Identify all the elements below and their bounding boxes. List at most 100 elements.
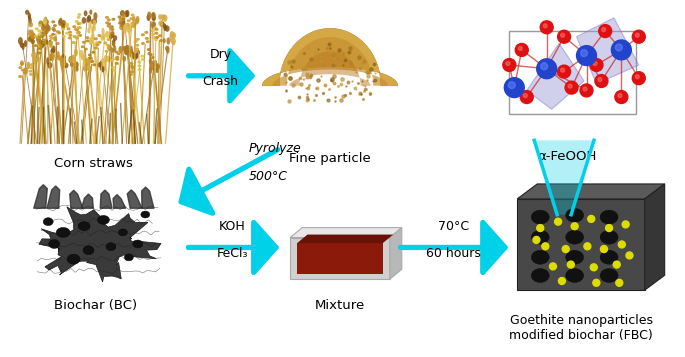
Ellipse shape	[97, 34, 101, 37]
Polygon shape	[47, 186, 60, 208]
Ellipse shape	[163, 24, 166, 31]
Ellipse shape	[44, 22, 49, 29]
Ellipse shape	[31, 31, 34, 39]
Ellipse shape	[81, 45, 85, 48]
Ellipse shape	[124, 23, 128, 29]
Polygon shape	[34, 185, 47, 208]
Ellipse shape	[101, 58, 105, 63]
Ellipse shape	[36, 57, 40, 62]
Ellipse shape	[131, 25, 135, 28]
Ellipse shape	[58, 19, 62, 26]
Circle shape	[593, 61, 597, 65]
Ellipse shape	[86, 16, 91, 23]
Circle shape	[523, 94, 527, 97]
Text: Pyrolyze: Pyrolyze	[249, 142, 301, 155]
Ellipse shape	[158, 21, 163, 26]
Ellipse shape	[23, 68, 27, 74]
Text: 70°C: 70°C	[438, 220, 469, 232]
Ellipse shape	[85, 59, 90, 64]
Ellipse shape	[36, 39, 40, 42]
Ellipse shape	[36, 35, 40, 42]
Ellipse shape	[75, 29, 79, 31]
Ellipse shape	[49, 41, 53, 44]
Ellipse shape	[120, 24, 123, 27]
Text: KOH: KOH	[219, 220, 246, 232]
Circle shape	[504, 78, 524, 97]
Ellipse shape	[29, 30, 34, 35]
Ellipse shape	[600, 268, 618, 282]
Ellipse shape	[129, 51, 134, 58]
Circle shape	[632, 30, 645, 43]
Ellipse shape	[29, 34, 34, 42]
Ellipse shape	[22, 43, 25, 50]
Ellipse shape	[25, 67, 28, 74]
Ellipse shape	[91, 33, 95, 40]
Ellipse shape	[52, 29, 56, 32]
Ellipse shape	[114, 51, 119, 54]
Ellipse shape	[24, 40, 27, 47]
Ellipse shape	[95, 41, 98, 47]
Ellipse shape	[136, 16, 140, 23]
Ellipse shape	[77, 22, 81, 25]
Ellipse shape	[84, 10, 88, 16]
Circle shape	[540, 63, 548, 70]
Ellipse shape	[68, 34, 73, 37]
Ellipse shape	[125, 254, 134, 261]
Ellipse shape	[129, 49, 134, 56]
Ellipse shape	[18, 75, 22, 78]
Ellipse shape	[153, 36, 157, 39]
Ellipse shape	[105, 50, 109, 53]
Ellipse shape	[119, 17, 123, 24]
Ellipse shape	[49, 41, 53, 47]
Text: Corn straws: Corn straws	[53, 157, 132, 170]
Ellipse shape	[84, 47, 88, 51]
Ellipse shape	[129, 17, 134, 20]
Text: FeCl₃: FeCl₃	[216, 247, 248, 261]
Ellipse shape	[27, 29, 32, 36]
Polygon shape	[510, 31, 636, 114]
Circle shape	[571, 223, 578, 230]
Polygon shape	[577, 18, 639, 84]
Ellipse shape	[83, 246, 94, 255]
Circle shape	[622, 221, 629, 228]
Ellipse shape	[62, 35, 66, 38]
Ellipse shape	[118, 22, 122, 25]
Ellipse shape	[38, 47, 42, 50]
Ellipse shape	[71, 41, 75, 44]
Ellipse shape	[161, 14, 165, 20]
Ellipse shape	[27, 36, 32, 42]
Ellipse shape	[84, 61, 88, 67]
Text: Fine particle: Fine particle	[289, 152, 371, 165]
Ellipse shape	[32, 33, 36, 39]
Ellipse shape	[53, 24, 57, 27]
Ellipse shape	[131, 14, 134, 16]
Ellipse shape	[134, 50, 138, 53]
Ellipse shape	[103, 55, 108, 62]
Ellipse shape	[121, 12, 125, 15]
Ellipse shape	[155, 67, 159, 73]
Ellipse shape	[145, 31, 148, 34]
Ellipse shape	[88, 56, 92, 59]
Circle shape	[515, 44, 528, 56]
Ellipse shape	[136, 44, 139, 47]
Ellipse shape	[101, 33, 105, 40]
Ellipse shape	[38, 51, 41, 54]
Circle shape	[601, 27, 606, 31]
Ellipse shape	[113, 35, 117, 41]
Ellipse shape	[151, 56, 155, 59]
Ellipse shape	[136, 50, 140, 55]
Ellipse shape	[42, 41, 46, 44]
Text: Biochar (BC): Biochar (BC)	[54, 299, 138, 312]
Ellipse shape	[140, 55, 145, 58]
Ellipse shape	[65, 25, 69, 27]
Ellipse shape	[147, 52, 151, 55]
Circle shape	[508, 82, 515, 89]
Ellipse shape	[120, 10, 125, 17]
Ellipse shape	[123, 25, 127, 33]
Ellipse shape	[170, 31, 174, 37]
Ellipse shape	[135, 18, 139, 25]
Circle shape	[606, 225, 612, 232]
Ellipse shape	[116, 58, 119, 61]
Ellipse shape	[84, 57, 88, 64]
Ellipse shape	[532, 268, 549, 282]
